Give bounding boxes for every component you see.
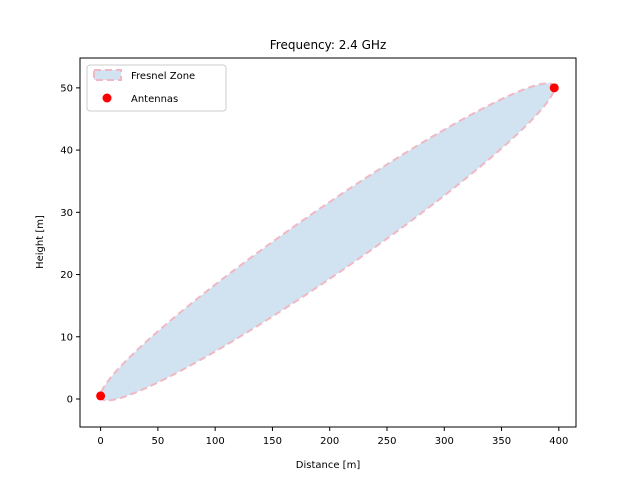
x-tick-label: 200 (320, 436, 339, 447)
y-tick-label: 30 (60, 208, 73, 219)
legend-swatch-fresnel-zone (93, 69, 122, 81)
y-tick-label: 10 (60, 332, 73, 343)
legend-label-fresnel-zone: Fresnel Zone (131, 71, 195, 82)
y-axis-label: Height [m] (35, 215, 46, 269)
y-axis: 0 10 20 30 40 50 (60, 83, 80, 405)
antenna-point-1 (96, 391, 106, 401)
x-tick-label: 400 (549, 436, 568, 447)
x-tick-label: 50 (152, 436, 165, 447)
antenna-point-2 (549, 83, 559, 93)
y-tick-label: 20 (60, 270, 73, 281)
x-tick-label: 150 (263, 436, 282, 447)
plot-area (96, 82, 559, 402)
legend-label-antennas: Antennas (131, 94, 178, 105)
x-tick-label: 250 (377, 436, 396, 447)
x-axis: 0 50 100 150 200 250 300 350 400 (97, 427, 568, 447)
y-tick-label: 40 (60, 146, 73, 157)
legend-marker-antennas (102, 93, 112, 103)
plot-frame (79, 57, 577, 428)
x-axis-label: Distance [m] (296, 460, 361, 471)
y-tick-label: 50 (60, 83, 73, 94)
legend: Fresnel Zone Antennas (86, 64, 227, 112)
x-tick-label: 100 (206, 436, 225, 447)
x-tick-label: 350 (492, 436, 511, 447)
chart-title: Frequency: 2.4 GHz (270, 38, 387, 52)
antenna-points (96, 83, 559, 401)
x-tick-label: 0 (97, 436, 103, 447)
y-tick-label: 0 (67, 394, 73, 405)
x-tick-label: 300 (435, 436, 454, 447)
